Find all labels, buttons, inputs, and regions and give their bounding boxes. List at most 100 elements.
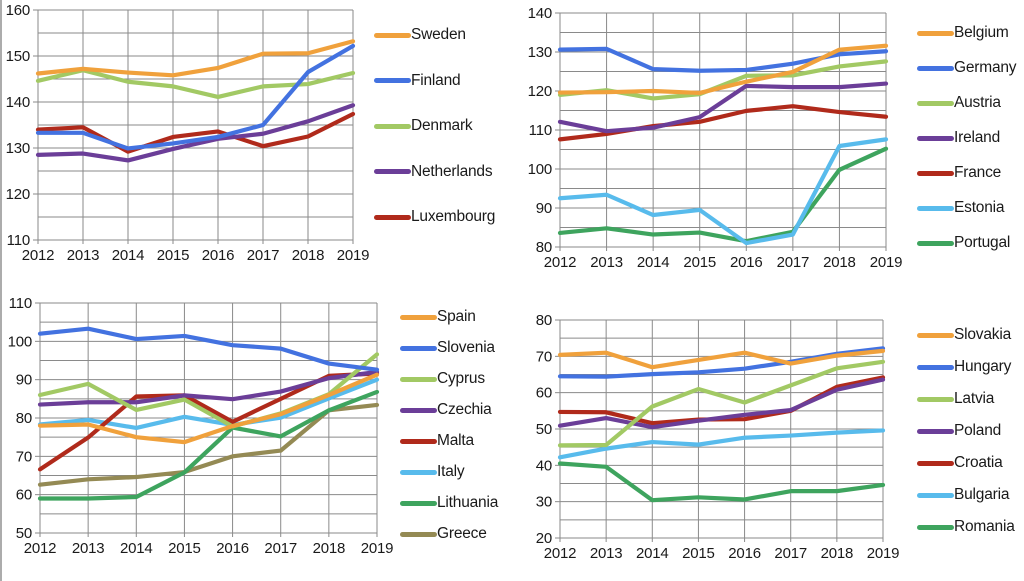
series-greece-line [37, 402, 380, 487]
legend-swatch-slovenia [400, 345, 437, 351]
series-spain-line [37, 372, 380, 445]
legend-label: Czechia [437, 401, 492, 418]
y-tick-label: 70 [16, 448, 32, 465]
series-latvia-line [557, 359, 886, 448]
x-tick-label: 2017 [247, 247, 280, 264]
legend-swatch-finland [374, 78, 411, 83]
x-tick-label: 2012 [544, 545, 577, 562]
x-tick-label: 2012 [24, 540, 57, 557]
x-tick-label: 2013 [67, 247, 100, 264]
legend-swatch-italy [400, 469, 437, 475]
y-tick-label: 110 [9, 295, 32, 312]
legend-item-malta: Malta [400, 432, 520, 450]
legend-bottom-right: Slovakia Hungary Latvia Poland Croatia Bulgar… [917, 326, 1024, 536]
x-tick-label: 2018 [821, 545, 854, 562]
legend-swatch-hungary [917, 364, 954, 370]
y-tick-label: 30 [536, 494, 552, 511]
y-tick-label: 90 [16, 372, 32, 389]
series-slovenia-line [37, 326, 380, 372]
legend-item-portugal: Portugal [917, 234, 1024, 252]
legend-item-italy: Italy [400, 463, 520, 481]
legend-item-spain: Spain [400, 308, 520, 326]
series-lithuania-line [37, 389, 380, 501]
legend-swatch-czechia [400, 407, 437, 413]
legend-swatch-bulgaria [917, 492, 954, 498]
chart-bottom-left: 50 60 70 80 90 100 110 2012 2013 2014 2015 2016 2017… [2, 290, 1024, 580]
x-tick-label: 2017 [777, 254, 810, 271]
legend-swatch-slovakia [917, 332, 954, 338]
y-tick-label: 100 [528, 161, 552, 178]
y-tick-label: 40 [536, 457, 552, 474]
x-tick-label: 2019 [361, 540, 394, 557]
legend-label: Greece [437, 525, 487, 542]
series-estonia-line [557, 137, 889, 246]
series-denmark-line [35, 68, 356, 100]
series-portugal-line [557, 146, 889, 244]
legend-label: Netherlands [411, 162, 493, 180]
x-tick-label: 2019 [870, 254, 903, 271]
y-tick-label: 130 [528, 44, 552, 61]
series-cyprus-line [37, 352, 380, 429]
legend-swatch-austria [917, 100, 954, 106]
legend-label: Sweden [411, 26, 466, 43]
legend-item-finland: Finland [374, 72, 510, 90]
y-tick-label: 60 [536, 385, 552, 402]
series-finland-line [35, 43, 356, 151]
x-tick-label: 2015 [168, 540, 201, 557]
legend-item-greece: Greece [400, 525, 520, 543]
y-tick-label: 80 [536, 312, 552, 329]
x-tick-label: 2014 [120, 540, 153, 557]
legend-label: Romania [954, 518, 1015, 535]
legend-label: Belgium [954, 24, 1009, 41]
y-tick-label: 110 [7, 232, 30, 249]
x-tick-label: 2012 [544, 254, 577, 271]
legend-swatch-luxembourg [374, 214, 411, 220]
legend-label: Latvia [954, 390, 995, 407]
legend-item-denmark: Denmark [374, 117, 510, 135]
legend-swatch-cyprus [400, 376, 437, 382]
x-tick-label: 2013 [72, 540, 105, 557]
legend-swatch-ireland [917, 135, 954, 141]
x-tick-label: 2018 [313, 540, 346, 557]
legend-label: Slovakia [954, 326, 1011, 343]
chart-bottom-right: 20 30 40 50 60 70 80 2012 2013 2014 2015 2016 2017 20… [512, 290, 1024, 580]
legend-swatch-latvia [917, 396, 954, 402]
legend-top-left: Sweden Finland Denmark Netherlands Luxembour… [374, 26, 510, 226]
legend-swatch-spain [400, 314, 437, 320]
legend-label: Hungary [954, 358, 1012, 375]
chart-top-left: 110 120 130 140 150 160 2012 2013 2014 2015 2016 20… [2, 0, 1024, 290]
x-tick-label: 2014 [112, 247, 145, 264]
legend-label: Spain [437, 308, 476, 325]
legend-item-luxembourg: Luxembourg [374, 208, 510, 226]
y-tick-label: 120 [6, 186, 30, 203]
series-poland-line [557, 377, 886, 430]
legend-label: Malta [437, 432, 474, 449]
legend-item-cyprus: Cyprus [400, 370, 520, 388]
x-tick-label: 2013 [590, 545, 623, 562]
legend-item-slovenia: Slovenia [400, 339, 520, 357]
x-tick-label: 2015 [157, 247, 190, 264]
y-tick-label: 160 [6, 2, 30, 19]
x-tick-label: 2012 [22, 247, 55, 264]
legend-label: Luxembourg [411, 208, 496, 225]
legend-label: Finland [411, 71, 461, 89]
legend-label: Bulgaria [954, 486, 1010, 503]
legend-item-romania: Romania [917, 518, 1024, 536]
legend-swatch-croatia [917, 460, 954, 466]
legend-item-netherlands: Netherlands [374, 163, 510, 181]
y-tick-label: 90 [536, 200, 552, 217]
legend-label: Slovenia [437, 339, 495, 356]
legend-swatch-france [917, 170, 954, 176]
x-tick-label: 2014 [636, 545, 669, 562]
series-bulgaria-line [557, 428, 886, 460]
legend-top-right: Belgium Germany Austria Ireland France Estoni… [917, 24, 1024, 252]
x-tick-label: 2015 [682, 545, 715, 562]
legend-label: Germany [954, 59, 1017, 76]
legend-label: Austria [954, 94, 1001, 111]
legend-swatch-netherlands [374, 169, 411, 174]
x-tick-label: 2019 [337, 247, 370, 264]
legend-swatch-portugal [917, 240, 954, 246]
plot-area-bottom-left: 50 60 70 80 90 100 110 2012 2013 2014 2015 2016 2017… [8, 295, 394, 557]
legend-item-lithuania: Lithuania [400, 494, 520, 512]
y-tick-label: 50 [16, 525, 32, 542]
